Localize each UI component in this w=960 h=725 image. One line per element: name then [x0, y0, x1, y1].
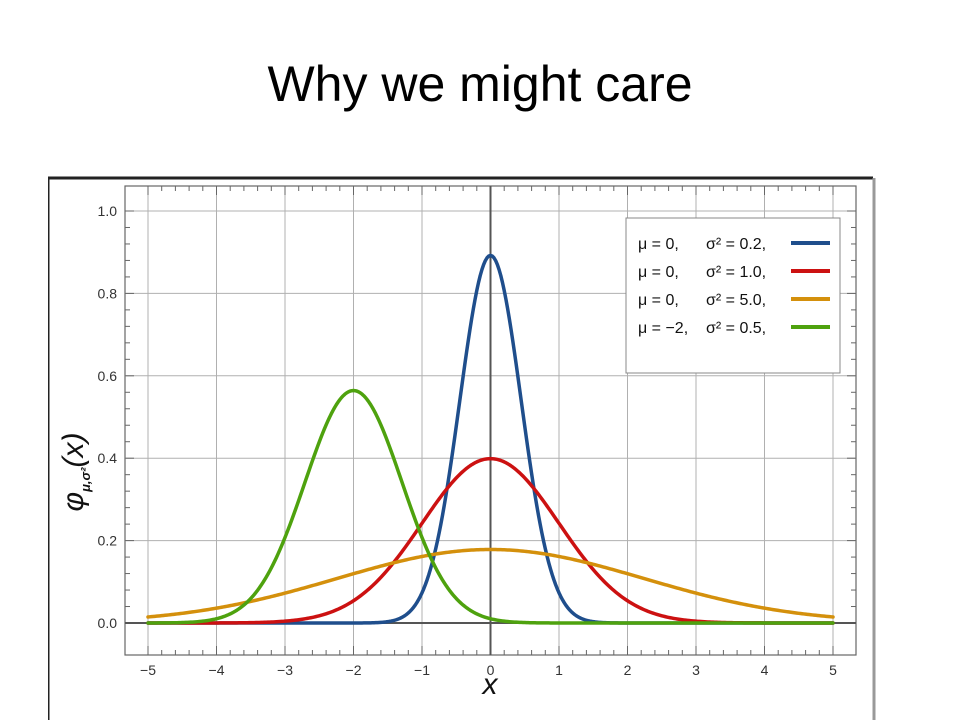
y-tick-label: 0.4 — [98, 450, 118, 466]
svg-text:φμ,σ²(x): φμ,σ²(x) — [57, 433, 93, 512]
x-tick-label: 4 — [761, 662, 769, 678]
legend-variance-label: σ² = 1.0, — [706, 264, 766, 281]
x-tick-label: 1 — [555, 662, 563, 678]
legend-mu-label: μ = 0, — [638, 292, 679, 309]
x-tick-label: 5 — [829, 662, 837, 678]
y-axis-label-symbol: φ — [57, 492, 90, 512]
y-tick-label: 0.0 — [98, 615, 118, 631]
y-tick-labels: 0.0 0.2 0.4 0.6 0.8 1.0 — [98, 203, 118, 631]
series-curve-3 — [146, 547, 835, 619]
x-tick-label: −5 — [140, 662, 156, 678]
y-tick-label: 0.8 — [98, 285, 118, 301]
y-axis-label-subscript: μ,σ² — [78, 467, 93, 493]
legend: μ = 0, σ² = 0.2, μ = 0, σ² = 1.0, μ = 0, σ² =… — [638, 236, 830, 337]
legend-mu-label: μ = 0, — [638, 236, 679, 253]
y-tick-label: 1.0 — [98, 203, 118, 219]
series-curve-4 — [146, 388, 835, 625]
x-tick-label: −4 — [209, 662, 225, 678]
x-tick-label: 0 — [487, 662, 495, 678]
legend-mu-label: μ = −2, — [638, 320, 688, 337]
x-tick-label: −3 — [277, 662, 293, 678]
x-tick-label: −1 — [414, 662, 430, 678]
legend-variance-label: σ² = 5.0, — [706, 292, 766, 309]
y-tick-label: 0.6 — [98, 368, 118, 384]
y-axis-label-arg: (x) — [57, 433, 90, 468]
x-tick-label: −2 — [346, 662, 362, 678]
chart-frame: 0.0 0.2 0.4 0.6 0.8 1.0 −5 −4 −3 −2 −1 0 1 2 3 4 5 μ = … — [46, 172, 878, 720]
y-axis-label: φμ,σ²(x) — [57, 433, 93, 512]
legend-variance-label: σ² = 0.2, — [706, 236, 766, 253]
y-tick-label: 0.2 — [98, 533, 118, 549]
legend-mu-label: μ = 0, — [638, 264, 679, 281]
x-axis-label: x — [481, 668, 499, 701]
curves — [146, 253, 835, 625]
x-tick-label: 3 — [692, 662, 700, 678]
legend-variance-label: σ² = 0.5, — [706, 320, 766, 337]
normal-distribution-chart: 0.0 0.2 0.4 0.6 0.8 1.0 −5 −4 −3 −2 −1 0 1 2 3 4 5 μ = … — [46, 176, 876, 720]
x-tick-label: 2 — [624, 662, 632, 678]
x-tick-labels: −5 −4 −3 −2 −1 0 1 2 3 4 5 — [140, 662, 837, 678]
slide-title: Why we might care — [267, 56, 693, 112]
